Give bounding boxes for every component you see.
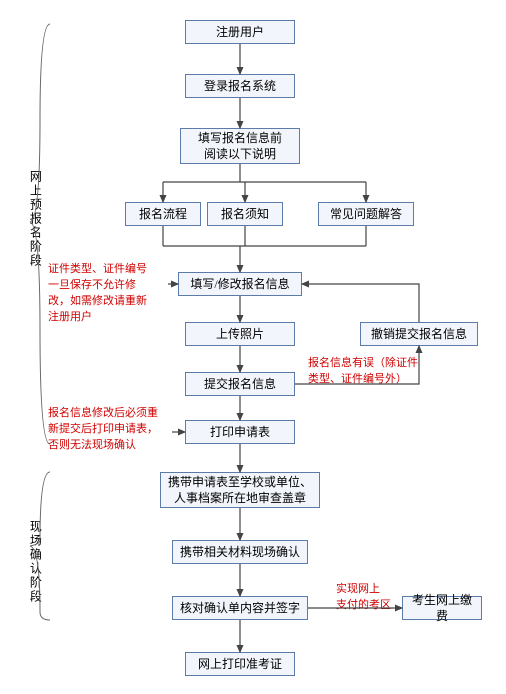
node-fill-info: 填写/修改报名信息 <box>178 272 302 296</box>
node-print-form: 打印申请表 <box>185 420 295 444</box>
node-onsite-confirm: 携带相关材料现场确认 <box>172 540 308 564</box>
note-id-type-locked: 证件类型、证件编号 一旦保存不允许修 改，如需修改请重新 注册用户 <box>48 262 172 326</box>
connectors <box>0 0 506 694</box>
node-register-user: 注册用户 <box>185 20 295 44</box>
node-faq: 常见问题解答 <box>318 202 414 226</box>
node-read-notice: 填写报名信息前 阅读以下说明 <box>180 128 300 164</box>
phase-onsite-label: 现场确认阶段 <box>28 520 42 604</box>
node-online-pay: 考生网上缴费 <box>402 596 482 620</box>
node-stamp: 携带申请表至学校或单位、 人事档案所在地审查盖章 <box>160 472 320 508</box>
node-revoke-submit: 撤销提交报名信息 <box>360 322 478 346</box>
node-upload-photo: 上传照片 <box>185 322 295 346</box>
note-must-reprint: 报名信息修改后必须重 新提交后打印申请表， 否则无法现场确认 <box>48 406 176 454</box>
phase-online-label: 网上预报名阶段 <box>28 170 42 268</box>
note-info-error: 报名信息有误（除证件 类型、证件编号外） <box>308 356 448 388</box>
node-notice: 报名须知 <box>207 202 283 226</box>
node-process: 报名流程 <box>125 202 201 226</box>
node-login-system: 登录报名系统 <box>185 74 295 98</box>
node-verify-sign: 核对确认单内容并签字 <box>172 596 308 620</box>
note-pay-district: 实现网上 支付的考区 <box>336 582 396 614</box>
node-print-ticket: 网上打印准考证 <box>185 652 295 676</box>
node-submit-info: 提交报名信息 <box>185 372 295 396</box>
